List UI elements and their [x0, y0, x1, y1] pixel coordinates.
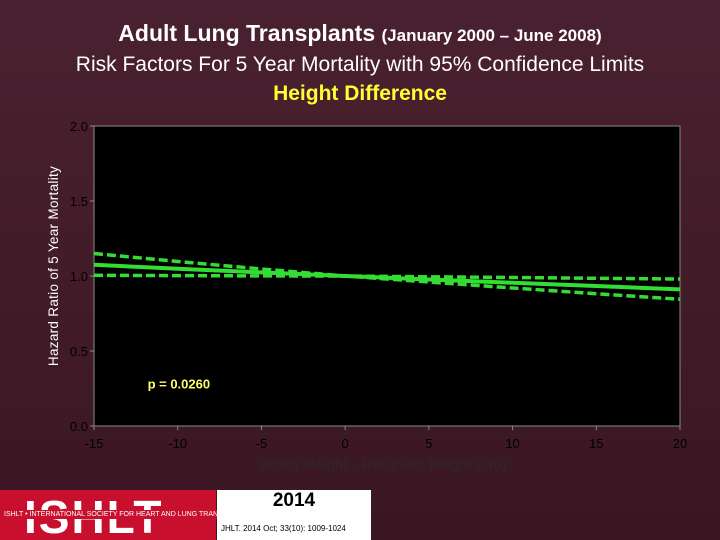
- x-tick-label: 5: [425, 436, 432, 451]
- y-tick-label: 2.0: [70, 119, 88, 134]
- ishlt-tagline: ISHLT • INTERNATIONAL SOCIETY FOR HEART …: [0, 510, 220, 519]
- x-tick-label: 15: [589, 436, 603, 451]
- y-tick-label: 1.5: [70, 194, 88, 209]
- x-tick-label: 10: [505, 436, 519, 451]
- y-tick-label: 1.0: [70, 269, 88, 284]
- y-tick-label: 0.0: [70, 419, 88, 434]
- chart-title-period: (January 2000 – June 2008): [381, 26, 602, 45]
- chart-subtitle: Risk Factors For 5 Year Mortality with 9…: [75, 53, 645, 76]
- x-tick-label: -10: [168, 436, 187, 451]
- series-lower-line: [93, 273, 681, 302]
- x-tick-label: -5: [256, 436, 268, 451]
- citation-reference: JHLT. 2014 Oct; 33(10): 1009-1024: [221, 524, 346, 533]
- p-value-annotation: p = 0.0260: [148, 377, 211, 392]
- y-axis-label: Hazard Ratio of 5 Year Mortality: [46, 166, 61, 366]
- x-axis-label: Donor Height - Recipient Height (cm): [259, 456, 507, 472]
- citation-box: 2014 JHLT. 2014 Oct; 33(10): 1009-1024: [217, 490, 371, 540]
- x-tick-label: 0: [342, 436, 349, 451]
- citation-year: 2014: [272, 490, 316, 511]
- chart-variable-title: Height Difference: [273, 82, 447, 105]
- series-upper-line: [93, 251, 681, 281]
- chart-title-main: Adult Lung Transplants: [118, 20, 376, 46]
- x-tick-label: -15: [85, 436, 104, 451]
- y-tick-label: 0.5: [70, 344, 88, 359]
- chart-title: Adult Lung Transplants (January 2000 – J…: [0, 20, 720, 47]
- x-tick-label: 20: [673, 436, 687, 451]
